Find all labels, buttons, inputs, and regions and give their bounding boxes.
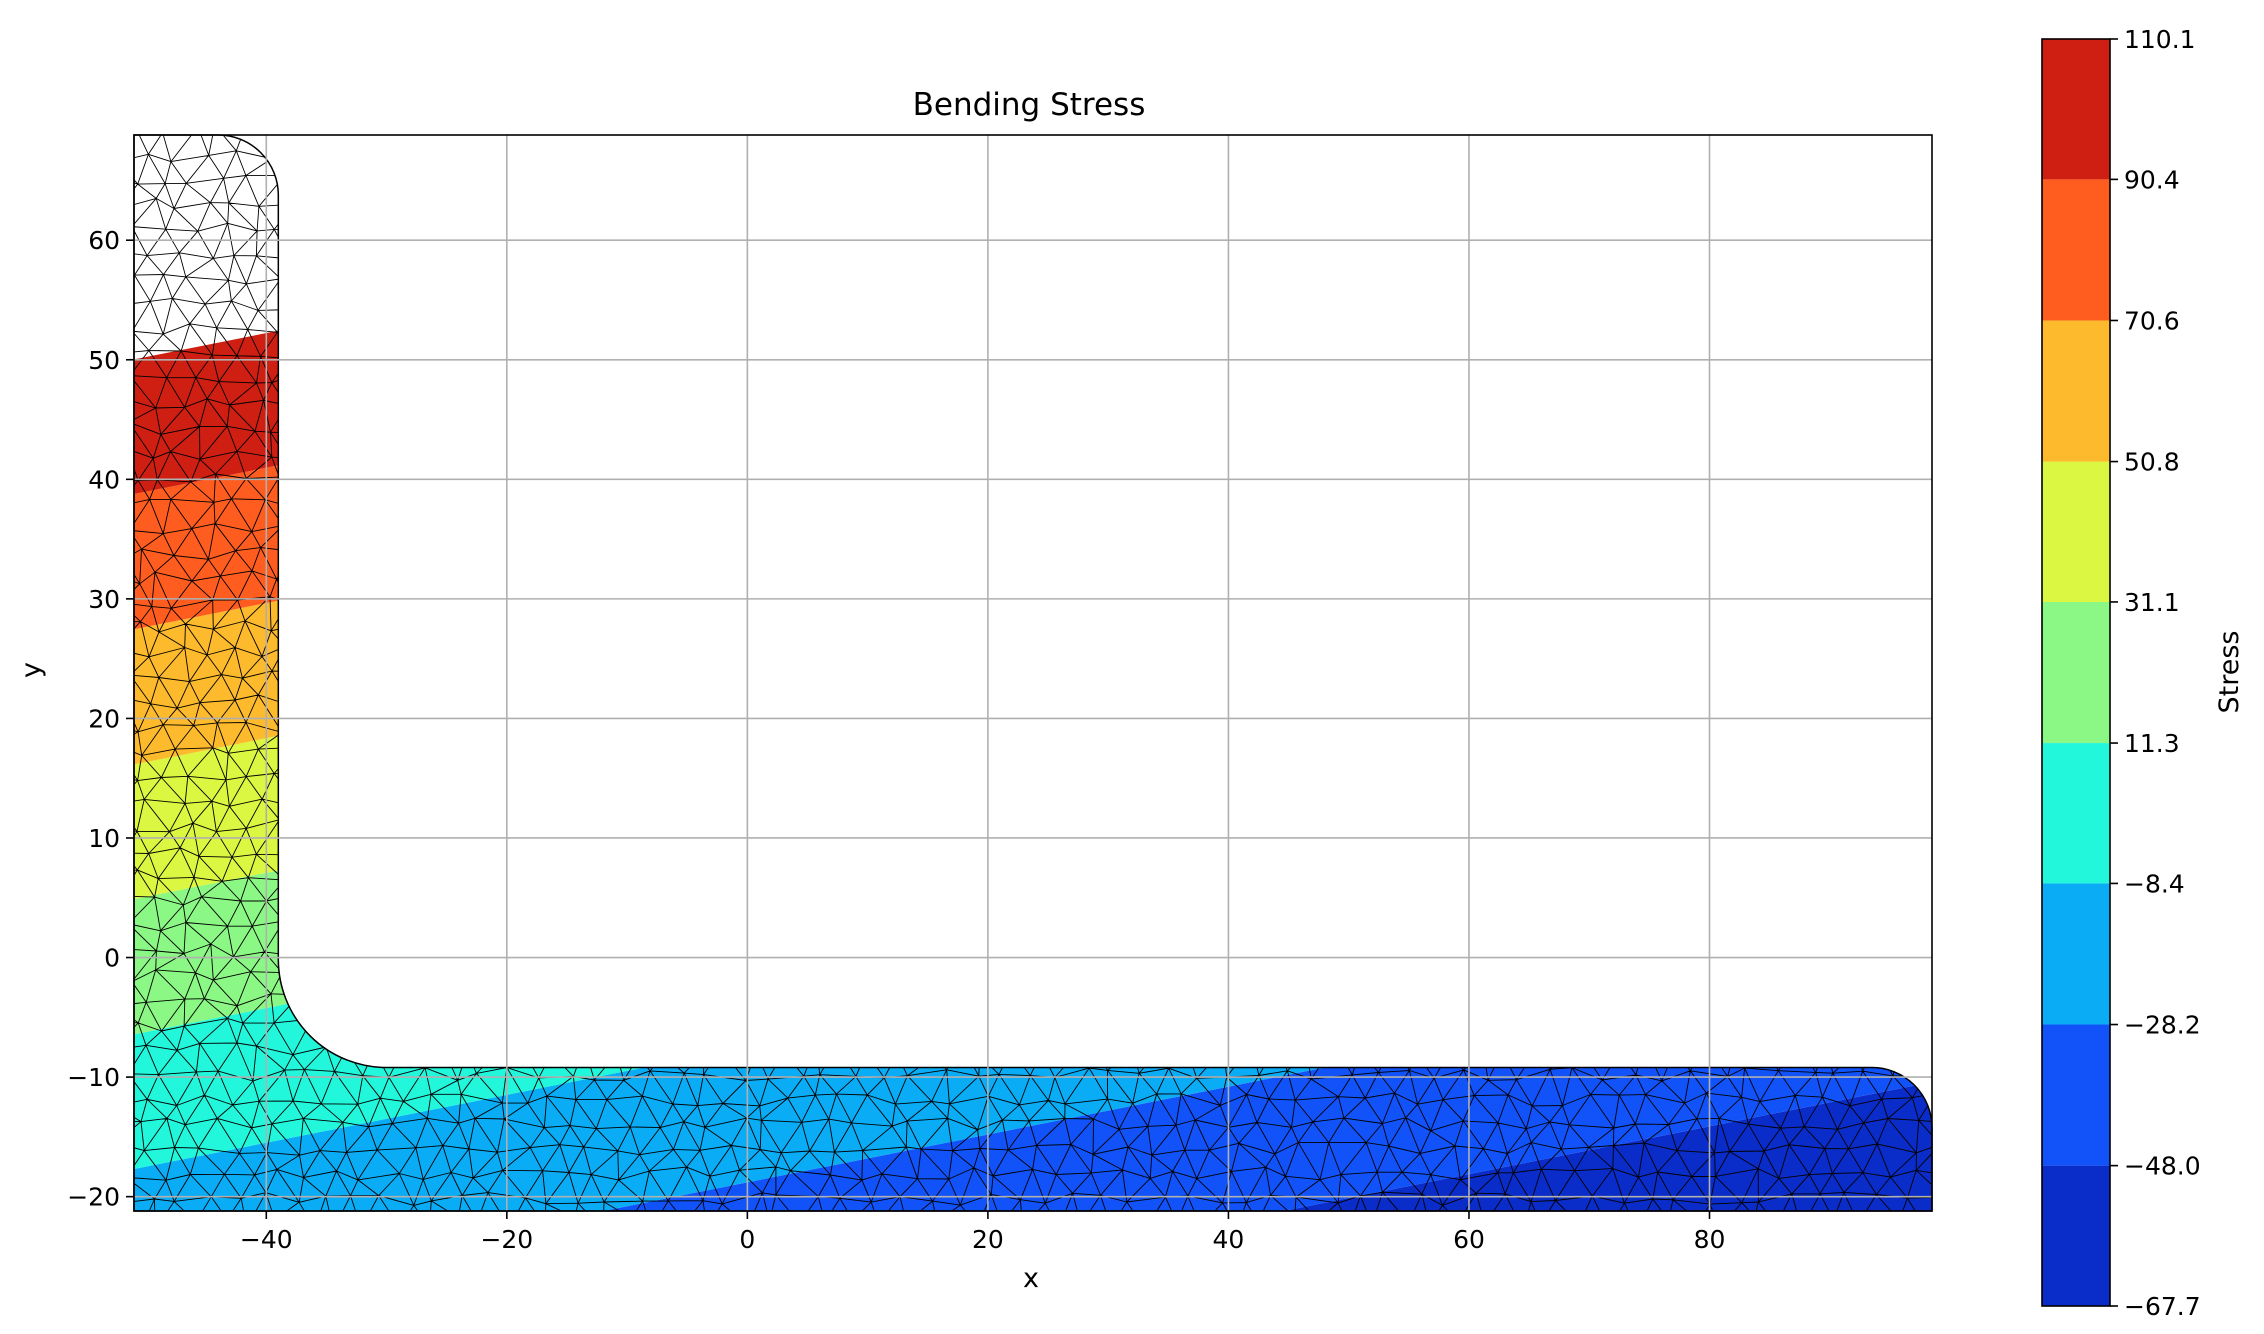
x-tick-label: 20 — [972, 1225, 1004, 1254]
axes-frame — [133, 134, 1933, 1212]
x-tick-label: −40 — [240, 1225, 293, 1254]
colorbar-tick-label: −8.4 — [2124, 869, 2185, 898]
colorbar-tick-label: −67.7 — [2124, 1292, 2201, 1321]
colorbar-band — [2042, 1165, 2110, 1306]
y-tick-label: 60 — [88, 226, 120, 255]
x-tick-label: 80 — [1694, 1225, 1726, 1254]
colorbar-tick-label: 31.1 — [2124, 588, 2180, 617]
colorbar-band — [2042, 743, 2110, 884]
x-tick-label: −20 — [480, 1225, 533, 1254]
colorbar-band — [2042, 461, 2110, 602]
y-tick-label: 40 — [88, 465, 120, 494]
x-tick-label: 0 — [739, 1225, 755, 1254]
y-tick-label: 10 — [88, 824, 120, 853]
y-tick-label: −10 — [67, 1063, 120, 1092]
colorbar-band — [2042, 883, 2110, 1025]
colorbar-band — [2042, 320, 2110, 462]
colorbar-tick-label: −48.0 — [2124, 1152, 2201, 1181]
colorbar-band — [2042, 601, 2110, 744]
colorbar-label: Stress — [2214, 631, 2245, 714]
y-tick-label: −20 — [67, 1183, 120, 1212]
x-axis-label: x — [1023, 1263, 1039, 1294]
colorbar-tick-label: 110.1 — [2124, 25, 2196, 54]
colorbar-tick-label: 70.6 — [2124, 306, 2180, 335]
contour-band — [603, 946, 1932, 1211]
y-tick-label: 20 — [88, 704, 120, 733]
chart-title: Bending Stress — [913, 87, 1146, 123]
grid-lines — [134, 135, 1932, 1211]
colorbar-tick-label: 11.3 — [2124, 729, 2180, 758]
y-axis-ticks: −20 −10 0 10 20 30 40 50 60 — [67, 226, 134, 1212]
colorbar-band — [2042, 1024, 2110, 1166]
x-axis-ticks: −40 −20 0 20 40 60 80 — [240, 1211, 1725, 1254]
section-outline — [133, 134, 1933, 1212]
colorbar-tick-label: −28.2 — [2124, 1011, 2201, 1040]
colorbar-band — [2042, 39, 2110, 180]
colorbar-tick-label: 50.8 — [2124, 448, 2180, 477]
colorbar-tick-label: 90.4 — [2124, 165, 2180, 194]
x-tick-label: 60 — [1453, 1225, 1485, 1254]
colorbar-bands — [2042, 39, 2110, 1306]
x-tick-label: 40 — [1213, 1225, 1245, 1254]
y-tick-label: 50 — [88, 346, 120, 375]
colorbar-frame — [2041, 38, 2111, 1307]
colorbar: −67.7 −48.0 −28.2 −8.4 11.3 31.1 50.8 70.6 90.4 1… — [2041, 25, 2245, 1321]
y-axis-label: y — [16, 662, 47, 678]
contour-band — [1283, 1082, 1932, 1211]
colorbar-band — [2042, 179, 2110, 321]
colorbar-ticks: −67.7 −48.0 −28.2 −8.4 11.3 31.1 50.8 70.6 90.4 1… — [2110, 25, 2201, 1321]
y-tick-label: 30 — [88, 585, 120, 614]
y-tick-label: 0 — [104, 944, 120, 973]
